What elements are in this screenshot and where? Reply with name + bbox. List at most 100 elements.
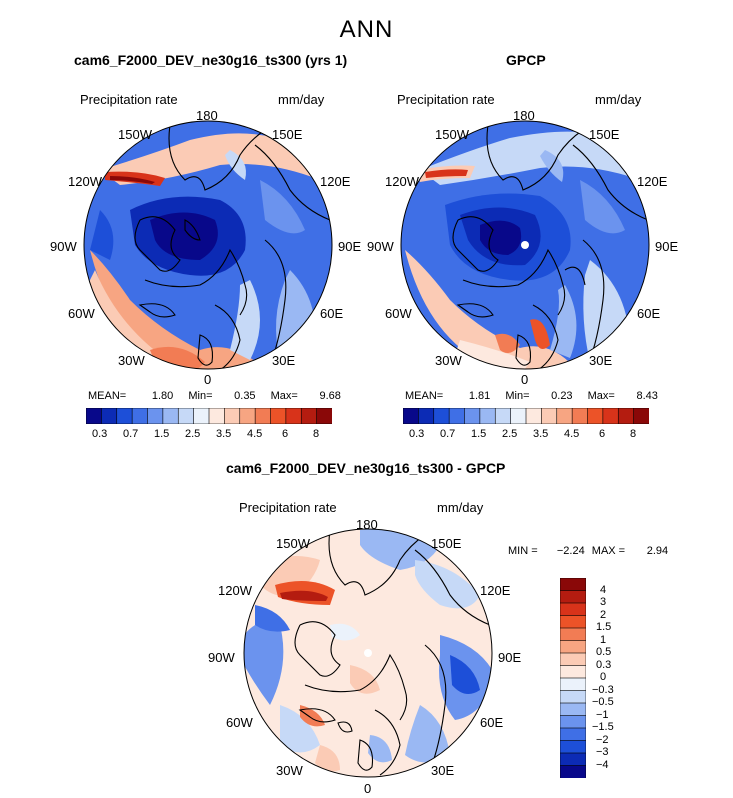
panel-2-pole-marker bbox=[521, 241, 529, 249]
cb-tick: 2.5 bbox=[185, 428, 201, 440]
panel-2-lon-90e: 90E bbox=[655, 239, 679, 254]
cb-tick: 1 bbox=[600, 634, 607, 646]
panel-2-stats: MEAN= 1.81 Min= 0.23 Max= 8.43 bbox=[405, 390, 658, 402]
panel-2-polar-map bbox=[400, 120, 650, 370]
colorbar-swatch bbox=[560, 652, 586, 667]
colorbar-swatch bbox=[560, 765, 586, 778]
panel-2-lon-60e: 60E bbox=[637, 306, 661, 321]
colorbar-swatch bbox=[560, 677, 586, 692]
max-label: MAX = bbox=[591, 545, 626, 557]
colorbar-swatch bbox=[560, 665, 586, 679]
panel-1-lon-120w: 120W bbox=[68, 174, 102, 189]
mean-value: 1.81 bbox=[468, 390, 491, 402]
max-label: Max= bbox=[587, 390, 615, 402]
cb-tick: 4.5 bbox=[564, 428, 580, 440]
panel-2-field bbox=[401, 121, 649, 369]
cb-tick: 2 bbox=[600, 609, 607, 621]
panel-2-colorbar-swatches bbox=[403, 408, 649, 424]
panel-3-lon-120e: 120E bbox=[480, 583, 511, 598]
colorbar-swatch bbox=[560, 727, 586, 742]
colorbar-swatch bbox=[560, 702, 586, 717]
panel-3-lon-60e: 60E bbox=[480, 715, 504, 730]
panel-1-field bbox=[84, 121, 332, 369]
colorbar-swatch bbox=[560, 690, 586, 704]
panel-1-colorbar-swatches bbox=[86, 408, 332, 424]
cb-tick: −2 bbox=[596, 734, 609, 746]
cb-tick: −4 bbox=[596, 759, 609, 771]
colorbar-swatch bbox=[556, 408, 573, 424]
colorbar-swatch bbox=[560, 640, 586, 654]
cb-tick: −1 bbox=[596, 709, 609, 721]
panel-3-lon-150e: 150E bbox=[431, 536, 462, 551]
panel-2-lon-90w: 90W bbox=[367, 239, 394, 254]
cb-tick: 1.5 bbox=[154, 428, 170, 440]
panel-3-colorbar-swatches bbox=[560, 578, 586, 778]
cb-tick: 4.5 bbox=[247, 428, 263, 440]
panel-3-polar-map bbox=[243, 528, 493, 778]
cb-tick: 0.3 bbox=[409, 428, 425, 440]
panel-3-colorbar bbox=[560, 578, 586, 778]
cb-tick: 8 bbox=[313, 428, 320, 440]
panel-2-lon-0: 0 bbox=[521, 372, 529, 387]
panel-1-colorbar-ticks: 0.3 0.7 1.5 2.5 3.5 4.5 6 8 bbox=[86, 428, 332, 442]
colorbar-swatch bbox=[464, 408, 481, 424]
panel-1-lon-150e: 150E bbox=[272, 127, 303, 142]
panel-2-colorbar bbox=[403, 408, 649, 424]
panel-2-lon-30w: 30W bbox=[435, 353, 462, 368]
panel-1-lon-30w: 30W bbox=[118, 353, 145, 368]
panel-3-lon-30w: 30W bbox=[276, 763, 303, 778]
panel-3-stats: MIN = −2.24 MAX = 2.94 bbox=[508, 545, 668, 557]
cb-tick: 6 bbox=[282, 428, 289, 440]
cb-tick: 2.5 bbox=[502, 428, 518, 440]
min-value: 0.23 bbox=[551, 390, 573, 402]
min-value: −2.24 bbox=[556, 545, 585, 557]
panel-3-map-border bbox=[243, 528, 493, 778]
panel-3-units-label: mm/day bbox=[437, 500, 484, 515]
colorbar-swatch bbox=[479, 408, 496, 424]
cb-tick: 6 bbox=[599, 428, 606, 440]
cb-tick: −3 bbox=[596, 746, 609, 758]
colorbar-swatch bbox=[560, 627, 586, 642]
colorbar-swatch bbox=[254, 408, 272, 424]
panel-1-lon-180: 180 bbox=[196, 108, 218, 123]
colorbar-swatch bbox=[525, 408, 542, 424]
colorbar-swatch bbox=[448, 408, 466, 424]
colorbar-swatch bbox=[560, 752, 586, 767]
cb-tick: 0.3 bbox=[596, 659, 612, 671]
colorbar-swatch bbox=[560, 590, 586, 604]
panel-2-lon-150e: 150E bbox=[589, 127, 620, 142]
panel-3-pole-marker bbox=[364, 649, 372, 657]
panel-1-colorbar bbox=[86, 408, 332, 424]
panel-3-lon-120w: 120W bbox=[218, 583, 252, 598]
colorbar-swatch bbox=[571, 408, 589, 424]
panel-2-lon-60w: 60W bbox=[385, 306, 412, 321]
colorbar-swatch bbox=[560, 740, 586, 754]
panel-2-lon-120e: 120E bbox=[637, 174, 668, 189]
panel-3-lon-90e: 90E bbox=[498, 650, 522, 665]
panel-2-units-label: mm/day bbox=[595, 92, 642, 107]
colorbar-swatch bbox=[494, 408, 512, 424]
panel-1-stats: MEAN= 1.80 Min= 0.35 Max= 9.68 bbox=[88, 390, 341, 402]
max-value: 2.94 bbox=[646, 545, 669, 557]
colorbar-swatch bbox=[116, 408, 133, 424]
colorbar-swatch bbox=[86, 408, 102, 424]
mean-value: 1.80 bbox=[151, 390, 174, 402]
colorbar-swatch bbox=[193, 408, 210, 424]
colorbar-swatch bbox=[510, 408, 527, 424]
colorbar-swatch bbox=[633, 408, 649, 424]
min-label: Min= bbox=[505, 390, 530, 402]
cb-tick: 3.5 bbox=[533, 428, 549, 440]
min-label: MIN = bbox=[508, 545, 538, 557]
panel-1-variable-label: Precipitation rate bbox=[80, 92, 178, 107]
colorbar-swatch bbox=[560, 602, 586, 617]
panel-1-lon-90e: 90E bbox=[338, 239, 362, 254]
cb-tick: −0.5 bbox=[592, 696, 614, 708]
colorbar-swatch bbox=[224, 408, 241, 424]
colorbar-swatch bbox=[617, 408, 635, 424]
panel-1-polar-map bbox=[83, 120, 333, 370]
panel-1-lon-120e: 120E bbox=[320, 174, 351, 189]
colorbar-swatch bbox=[239, 408, 256, 424]
panel-1-lon-30e: 30E bbox=[272, 353, 296, 368]
cb-tick: 1.5 bbox=[596, 621, 612, 633]
mean-label: MEAN= bbox=[405, 390, 444, 402]
